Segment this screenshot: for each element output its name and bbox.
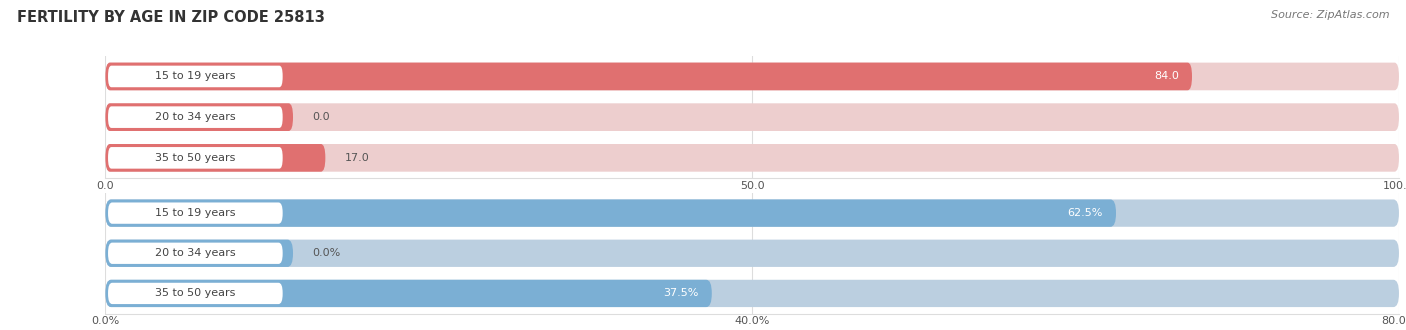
Text: 0.0%: 0.0% <box>312 248 340 258</box>
Text: 20 to 34 years: 20 to 34 years <box>155 248 236 258</box>
FancyBboxPatch shape <box>105 240 1399 267</box>
FancyBboxPatch shape <box>105 280 1399 307</box>
FancyBboxPatch shape <box>105 103 292 131</box>
FancyBboxPatch shape <box>108 243 283 264</box>
FancyBboxPatch shape <box>105 199 1399 227</box>
Text: 15 to 19 years: 15 to 19 years <box>155 208 236 218</box>
FancyBboxPatch shape <box>105 199 1116 227</box>
Text: 37.5%: 37.5% <box>664 288 699 298</box>
FancyBboxPatch shape <box>105 240 292 267</box>
FancyBboxPatch shape <box>105 144 325 172</box>
Text: Source: ZipAtlas.com: Source: ZipAtlas.com <box>1271 10 1389 20</box>
FancyBboxPatch shape <box>108 147 283 169</box>
Text: 17.0: 17.0 <box>344 153 370 163</box>
Text: 35 to 50 years: 35 to 50 years <box>155 288 236 298</box>
FancyBboxPatch shape <box>105 63 1399 90</box>
FancyBboxPatch shape <box>108 106 283 128</box>
Text: 35 to 50 years: 35 to 50 years <box>155 153 236 163</box>
Text: FERTILITY BY AGE IN ZIP CODE 25813: FERTILITY BY AGE IN ZIP CODE 25813 <box>17 10 325 25</box>
FancyBboxPatch shape <box>105 144 1399 172</box>
Text: 0.0: 0.0 <box>312 112 330 122</box>
FancyBboxPatch shape <box>108 203 283 224</box>
Text: 15 to 19 years: 15 to 19 years <box>155 72 236 82</box>
FancyBboxPatch shape <box>108 66 283 87</box>
FancyBboxPatch shape <box>108 283 283 304</box>
FancyBboxPatch shape <box>105 280 711 307</box>
FancyBboxPatch shape <box>105 103 1399 131</box>
Text: 84.0: 84.0 <box>1154 72 1180 82</box>
Text: 20 to 34 years: 20 to 34 years <box>155 112 236 122</box>
Text: 62.5%: 62.5% <box>1067 208 1104 218</box>
FancyBboxPatch shape <box>105 63 1192 90</box>
